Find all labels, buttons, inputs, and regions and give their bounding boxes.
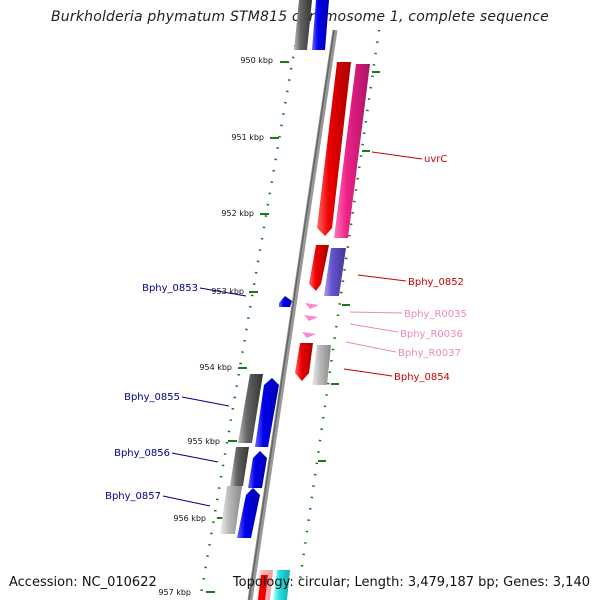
gene-Bphy_0852-partner[interactable] [324, 248, 346, 296]
gene-Bphy_0853[interactable] [279, 296, 292, 307]
leader-line-Bphy_R0037 [345, 341, 397, 353]
leader-line-Bphy_0853 [199, 287, 247, 297]
leader-line-Bphy_0854 [343, 368, 393, 377]
leader-lines [162, 151, 423, 507]
gene-feature-cyan[interactable] [273, 570, 290, 600]
gene-label-uvrC[interactable]: uvrC [424, 154, 447, 165]
gene-Bphy_0855[interactable] [255, 378, 279, 447]
gene-uvrC-partner[interactable] [334, 64, 370, 238]
leader-line-Bphy_R0036 [349, 323, 399, 333]
leader-line-Bphy_R0035 [349, 311, 403, 314]
rna-Bphy_R0035[interactable] [305, 303, 319, 309]
leader-line-Bphy_0852 [357, 274, 407, 282]
gene-Bphy_0857-gray[interactable] [220, 486, 242, 534]
gene-Bphy_0854[interactable] [295, 343, 313, 381]
gene-feature-red[interactable] [258, 575, 268, 600]
leader-line-uvrC [371, 151, 423, 160]
gene-label-Bphy_0854[interactable]: Bphy_0854 [394, 372, 450, 383]
tick-label: 957 kbp [158, 588, 191, 597]
gene-Bphy_0856[interactable] [248, 451, 267, 488]
accession-text: Accession: NC_010622 [9, 575, 157, 590]
gene-feature-blue[interactable] [312, 0, 329, 50]
gene-uvrC[interactable] [317, 62, 351, 236]
tick-label: 950 kbp [240, 56, 273, 65]
rna-Bphy_R0037[interactable] [302, 332, 316, 338]
gene-label-Bphy_0857[interactable]: Bphy_0857 [105, 491, 161, 502]
gene-Bphy_0857[interactable] [237, 488, 260, 538]
genome-summary-text: Topology: circular; Length: 3,479,187 bp… [232, 575, 590, 590]
genome-backbone-shadow [248, 29, 335, 600]
gene-label-Bphy_R0035[interactable]: Bphy_R0035 [404, 309, 467, 320]
leader-line-Bphy_0856 [171, 452, 219, 463]
tick-label: 954 kbp [199, 363, 232, 372]
leader-line-Bphy_0855 [181, 396, 230, 407]
tick-label: 956 kbp [173, 514, 206, 523]
gene-label-Bphy_R0037[interactable]: Bphy_R0037 [398, 348, 461, 359]
gene-label-Bphy_0856[interactable]: Bphy_0856 [114, 448, 170, 459]
gene-labels: uvrC Bphy_0852 Bphy_0853 Bphy_R0035 Bphy… [105, 154, 467, 502]
scale-dotted-line-right [298, 29, 381, 581]
gene-Bphy_0852[interactable] [309, 245, 329, 291]
tick-label: 952 kbp [221, 209, 254, 218]
gene-Bphy_0854-partner[interactable] [312, 345, 331, 385]
gene-Bphy_0856-gray[interactable] [230, 447, 249, 486]
tick-label: 953 kbp [211, 287, 244, 296]
gene-label-Bphy_0853[interactable]: Bphy_0853 [142, 283, 198, 294]
genome-backbone [247, 29, 338, 600]
gene-label-Bphy_R0036[interactable]: Bphy_R0036 [400, 329, 463, 340]
gene-feature-gray[interactable] [294, 0, 312, 50]
leader-line-Bphy_0857 [162, 495, 211, 507]
rna-Bphy_R0036[interactable] [304, 315, 318, 321]
scale-dotted-line-left [198, 0, 305, 600]
tick-label: 955 kbp [187, 437, 220, 446]
tick-label: 951 kbp [231, 133, 264, 142]
gene-Bphy_0855-gray[interactable] [238, 374, 263, 443]
gene-label-Bphy_0852[interactable]: Bphy_0852 [408, 277, 464, 288]
gene-label-Bphy_0855[interactable]: Bphy_0855 [124, 392, 180, 403]
